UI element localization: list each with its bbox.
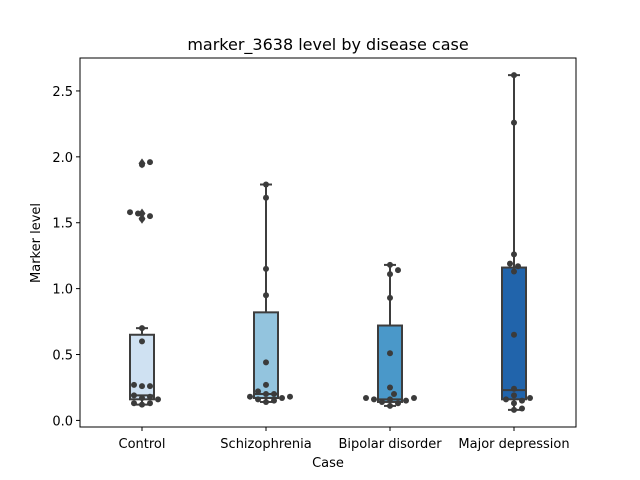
- data-point: [411, 395, 417, 402]
- data-point: [139, 338, 145, 345]
- data-point: [387, 396, 393, 403]
- data-point: [139, 401, 145, 408]
- data-point: [387, 402, 393, 409]
- data-point: [279, 395, 285, 402]
- data-point: [519, 397, 525, 404]
- data-point: [511, 251, 517, 258]
- data-point: [287, 393, 293, 400]
- iqr-box: [129, 333, 155, 401]
- data-point: [387, 261, 393, 268]
- data-point: [511, 72, 517, 79]
- y-tick-label: 2.5: [52, 85, 73, 100]
- data-point: [511, 392, 517, 399]
- y-axis-title: Marker level: [29, 203, 44, 283]
- y-axis: 0.0 0.5 1.0 1.5 2.0 2.5: [52, 85, 80, 429]
- plot-frame: [79, 57, 577, 428]
- data-point: [503, 396, 509, 403]
- data-point: [263, 292, 269, 299]
- x-axis-title: Case: [312, 456, 344, 471]
- data-point: [139, 395, 145, 402]
- data-point: [263, 194, 269, 201]
- y-tick-label: 0.0: [52, 414, 73, 429]
- data-point: [515, 263, 521, 270]
- data-point: [255, 388, 261, 395]
- chart-title: marker_3638 level by disease case: [187, 35, 468, 55]
- iqr-box: [377, 324, 403, 403]
- data-point: [387, 350, 393, 357]
- x-axis: Control Schizophrenia Bipolar disorder Majo…: [119, 427, 570, 452]
- data-point: [387, 384, 393, 391]
- x-tick-label: Control: [119, 437, 166, 452]
- data-point: [139, 325, 145, 332]
- data-point: [527, 395, 533, 402]
- points-layer: [127, 72, 533, 413]
- y-tick-label: 0.5: [52, 349, 73, 364]
- data-point: [147, 400, 153, 407]
- data-point: [395, 267, 401, 274]
- data-point: [131, 392, 137, 399]
- data-point: [263, 265, 269, 272]
- data-point: [147, 213, 153, 220]
- data-point: [511, 400, 517, 407]
- data-point: [255, 396, 261, 403]
- data-point: [511, 119, 517, 126]
- plot-background: [80, 58, 576, 427]
- data-point: [263, 181, 269, 188]
- data-point: [127, 209, 133, 216]
- iqr-box: [501, 266, 527, 401]
- data-point: [363, 395, 369, 402]
- data-point: [519, 405, 525, 412]
- y-tick-label: 1.5: [52, 217, 73, 232]
- data-point: [391, 391, 397, 398]
- data-point: [511, 268, 517, 275]
- data-point: [139, 215, 145, 222]
- data-point: [139, 383, 145, 390]
- data-point: [271, 397, 277, 404]
- data-point: [371, 396, 377, 403]
- data-point: [387, 271, 393, 278]
- data-point: [403, 397, 409, 404]
- data-point: [247, 393, 253, 400]
- x-tick-label: Major depression: [458, 437, 569, 452]
- data-point: [135, 210, 141, 217]
- data-point: [139, 161, 145, 168]
- data-point: [263, 398, 269, 405]
- data-point: [507, 260, 513, 267]
- data-point: [147, 383, 153, 390]
- data-point: [263, 359, 269, 366]
- data-point: [155, 396, 161, 403]
- data-point: [271, 391, 277, 398]
- y-tick-label: 2.0: [52, 151, 73, 166]
- data-point: [511, 406, 517, 413]
- data-point: [511, 385, 517, 392]
- y-tick-label: 1.0: [52, 283, 73, 298]
- outlier-marker: [138, 208, 146, 219]
- data-point: [131, 381, 137, 388]
- x-tick-label: Schizophrenia: [220, 437, 311, 452]
- data-point: [263, 391, 269, 398]
- data-point: [379, 398, 385, 405]
- data-point: [387, 294, 393, 301]
- data-point: [395, 400, 401, 407]
- data-point: [511, 331, 517, 338]
- data-point: [263, 381, 269, 388]
- data-point: [147, 159, 153, 166]
- x-tick-label: Bipolar disorder: [338, 437, 442, 452]
- data-point: [147, 393, 153, 400]
- data-point: [131, 400, 137, 407]
